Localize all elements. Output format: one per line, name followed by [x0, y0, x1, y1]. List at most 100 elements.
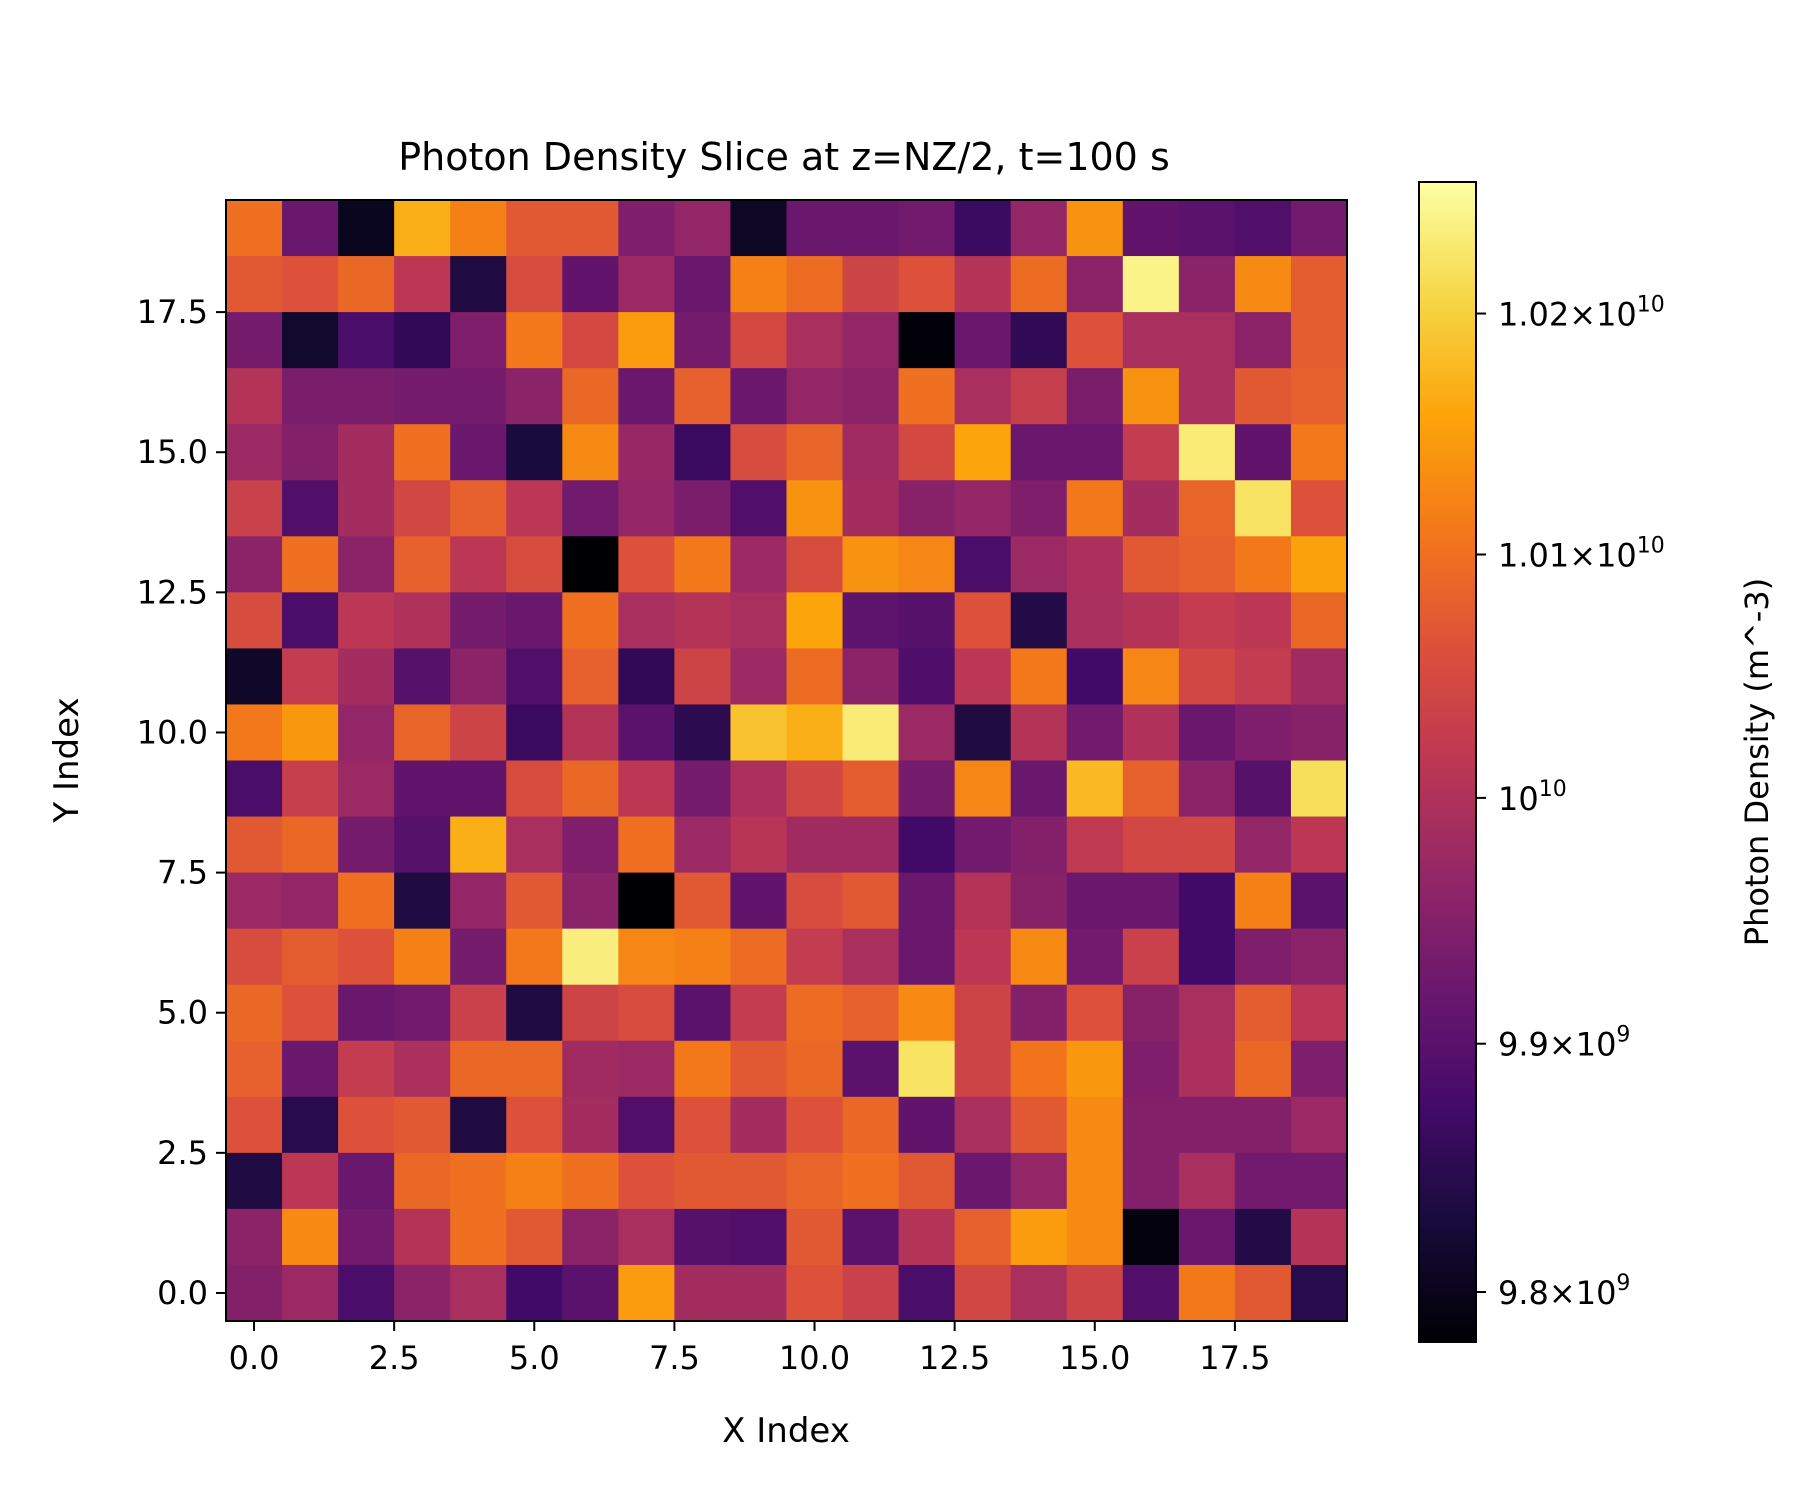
heatmap-cell — [730, 200, 788, 257]
heatmap-cell — [506, 816, 563, 874]
heatmap-cell — [1122, 1264, 1180, 1322]
heatmap-cell — [394, 872, 451, 930]
heatmap-cell — [562, 424, 619, 481]
heatmap-cell — [954, 760, 1012, 818]
heatmap-cell — [674, 1152, 732, 1210]
heatmap-cell — [786, 1264, 844, 1322]
heatmap-cell — [842, 1208, 900, 1266]
heatmap-cell — [618, 592, 675, 649]
heatmap-cell — [618, 536, 675, 593]
heatmap-cell — [1290, 1208, 1348, 1266]
heatmap-cell — [506, 1152, 563, 1210]
heatmap-cell — [674, 816, 732, 874]
x-tick-label: 7.5 — [649, 1339, 700, 1377]
heatmap-cell — [898, 592, 956, 649]
heatmap-cell — [898, 928, 956, 986]
heatmap-cell — [450, 368, 507, 425]
heatmap-cell — [618, 872, 675, 930]
heatmap-cell — [1066, 704, 1124, 762]
heatmap-cell — [506, 928, 563, 986]
heatmap-cell — [1234, 816, 1292, 874]
heatmap-cell — [1066, 424, 1124, 481]
heatmap-cell — [282, 424, 339, 481]
heatmap-cell — [1066, 816, 1124, 874]
heatmap-cell — [562, 704, 619, 762]
heatmap-cell — [506, 200, 563, 257]
heatmap-cell — [506, 424, 563, 481]
heatmap-cell — [338, 256, 395, 313]
heatmap-cell — [786, 368, 844, 425]
heatmap-cell — [674, 648, 732, 706]
heatmap-cell — [226, 256, 283, 313]
heatmap-cell — [1010, 480, 1068, 537]
heatmap-cell — [394, 928, 451, 986]
heatmap-cell — [1290, 1264, 1348, 1322]
heatmap-cell — [450, 704, 507, 762]
heatmap-cell — [730, 1096, 788, 1154]
heatmap-cell — [1178, 704, 1236, 762]
heatmap-cell — [674, 1264, 732, 1322]
heatmap-cell — [338, 1208, 395, 1266]
heatmap-cell — [450, 312, 507, 369]
heatmap-cell — [1178, 480, 1236, 537]
heatmap-cell — [1290, 424, 1348, 481]
heatmap-cell — [1234, 312, 1292, 369]
heatmap-cell — [506, 872, 563, 930]
heatmap-cell — [338, 312, 395, 369]
heatmap-cell — [338, 200, 395, 257]
x-tick-label: 2.5 — [369, 1339, 420, 1377]
heatmap-cell — [786, 424, 844, 481]
colorbar-label: Photon Density (m^-3) — [1738, 578, 1776, 946]
heatmap-cell — [674, 200, 732, 257]
heatmap-cell — [562, 200, 619, 257]
heatmap-cell — [1234, 256, 1292, 313]
heatmap-cell — [842, 1264, 900, 1322]
heatmap-cell — [338, 928, 395, 986]
heatmap-cell — [338, 424, 395, 481]
heatmap-cell — [338, 536, 395, 593]
x-tick-label: 0.0 — [229, 1339, 280, 1377]
heatmap-cell — [562, 1152, 619, 1210]
heatmap-cell — [506, 1096, 563, 1154]
heatmap-cell — [1010, 1152, 1068, 1210]
heatmap-cell — [954, 536, 1012, 593]
x-tick-label: 15.0 — [1059, 1339, 1130, 1377]
heatmap-cell — [394, 648, 451, 706]
x-axis-label: X Index — [722, 1411, 850, 1451]
heatmap-cell — [226, 536, 283, 593]
heatmap-cell — [562, 1096, 619, 1154]
heatmap-cell — [618, 480, 675, 537]
heatmap-cell — [674, 424, 732, 481]
heatmap-cell — [226, 816, 283, 874]
heatmap-cell — [618, 984, 675, 1042]
y-tick-label: 7.5 — [157, 854, 208, 892]
heatmap-cell — [842, 872, 900, 930]
heatmap-cell — [730, 1040, 788, 1098]
heatmap-cell — [338, 760, 395, 818]
heatmap-cell — [282, 704, 339, 762]
heatmap-cell — [1010, 1040, 1068, 1098]
heatmap-cell — [1066, 1208, 1124, 1266]
heatmap-cell — [618, 1152, 675, 1210]
heatmap-cell — [786, 704, 844, 762]
y-tick-label: 10.0 — [137, 713, 208, 751]
heatmap-cell — [730, 928, 788, 986]
heatmap-cell — [1066, 1096, 1124, 1154]
heatmap-cell — [338, 648, 395, 706]
heatmap-cell — [338, 592, 395, 649]
heatmap-cell — [506, 312, 563, 369]
heatmap-cell — [1122, 928, 1180, 986]
heatmap-cell — [842, 760, 900, 818]
heatmap-cell — [226, 648, 283, 706]
heatmap-cell — [450, 1096, 507, 1154]
heatmap-cell — [618, 760, 675, 818]
heatmap-cell — [618, 312, 675, 369]
heatmap-cell — [954, 1096, 1012, 1154]
heatmap-cell — [394, 1152, 451, 1210]
heatmap-cell — [506, 256, 563, 313]
heatmap-cell — [618, 704, 675, 762]
heatmap-cell — [1290, 1152, 1348, 1210]
heatmap-cell — [562, 928, 619, 986]
heatmap-cell — [1290, 872, 1348, 930]
heatmap-cell — [226, 1264, 283, 1322]
